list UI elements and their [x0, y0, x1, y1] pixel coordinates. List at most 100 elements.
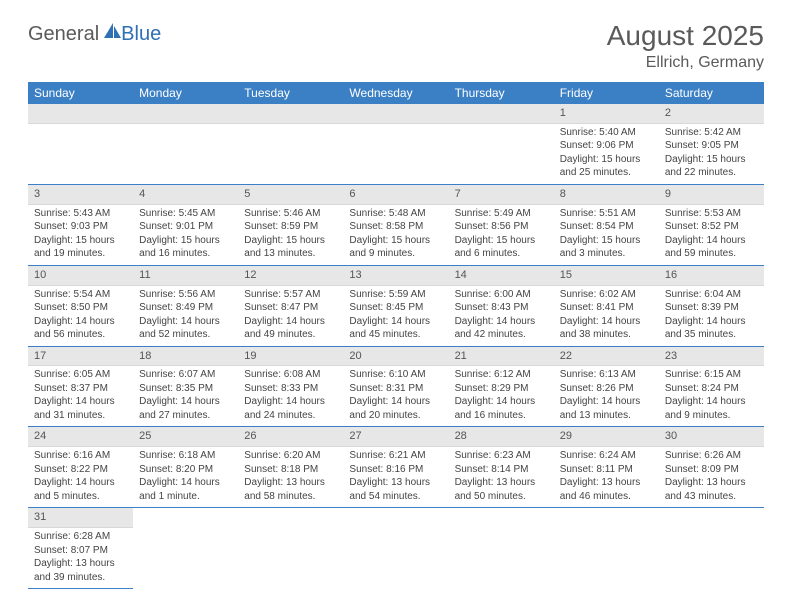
sunset-text: Sunset: 8:20 PM	[139, 463, 232, 477]
daylight-text: Daylight: 14 hours and 16 minutes.	[455, 395, 548, 422]
day-number: 5	[238, 185, 343, 205]
sunset-text: Sunset: 8:59 PM	[244, 220, 337, 234]
sunset-text: Sunset: 9:06 PM	[560, 139, 653, 153]
sunrise-text: Sunrise: 5:42 AM	[665, 126, 758, 140]
sunrise-text: Sunrise: 6:02 AM	[560, 288, 653, 302]
sunset-text: Sunset: 8:18 PM	[244, 463, 337, 477]
day-number: 29	[554, 427, 659, 447]
day-number: 18	[133, 347, 238, 367]
calendar-cell: 27Sunrise: 6:21 AMSunset: 8:16 PMDayligh…	[343, 427, 448, 508]
calendar-cell	[28, 104, 133, 184]
day-content: Sunrise: 5:45 AMSunset: 9:01 PMDaylight:…	[133, 205, 238, 265]
day-content: Sunrise: 6:23 AMSunset: 8:14 PMDaylight:…	[449, 447, 554, 507]
header: General Blue August 2025 Ellrich, German…	[28, 20, 764, 72]
sunset-text: Sunset: 8:45 PM	[349, 301, 442, 315]
day-number: 7	[449, 185, 554, 205]
day-number: 17	[28, 347, 133, 367]
calendar-cell: 9Sunrise: 5:53 AMSunset: 8:52 PMDaylight…	[659, 184, 764, 265]
day-number: 31	[28, 508, 133, 528]
daylight-text: Daylight: 15 hours and 3 minutes.	[560, 234, 653, 261]
sunset-text: Sunset: 8:33 PM	[244, 382, 337, 396]
weekday-header: Saturday	[659, 82, 764, 104]
sunrise-text: Sunrise: 5:46 AM	[244, 207, 337, 221]
daylight-text: Daylight: 15 hours and 25 minutes.	[560, 153, 653, 180]
calendar-cell: 12 Sunrise: 5:57 AMSunset: 8:47 PMDayligh…	[238, 265, 343, 346]
sunset-text: Sunset: 8:58 PM	[349, 220, 442, 234]
day-number: 8	[554, 185, 659, 205]
sunset-text: Sunset: 8:35 PM	[139, 382, 232, 396]
daylight-text: Daylight: 13 hours and 58 minutes.	[244, 476, 337, 503]
calendar-cell	[238, 104, 343, 184]
sunset-text: Sunset: 9:03 PM	[34, 220, 127, 234]
daylight-text: Daylight: 14 hours and 27 minutes.	[139, 395, 232, 422]
calendar-cell: 14Sunrise: 6:00 AMSunset: 8:43 PMDayligh…	[449, 265, 554, 346]
calendar-cell: 4Sunrise: 5:45 AMSunset: 9:01 PMDaylight…	[133, 184, 238, 265]
daylight-text: Daylight: 14 hours and 1 minute.	[139, 476, 232, 503]
day-content: Sunrise: 6:24 AMSunset: 8:11 PMDaylight:…	[554, 447, 659, 507]
day-number: 19	[238, 347, 343, 367]
daylight-text: Daylight: 13 hours and 54 minutes.	[349, 476, 442, 503]
sunrise-text: Sunrise: 6:10 AM	[349, 368, 442, 382]
sunrise-text: Sunrise: 6:08 AM	[244, 368, 337, 382]
sunset-text: Sunset: 8:52 PM	[665, 220, 758, 234]
daylight-text: Daylight: 14 hours and 9 minutes.	[665, 395, 758, 422]
sunset-text: Sunset: 8:24 PM	[665, 382, 758, 396]
calendar-cell: 29Sunrise: 6:24 AMSunset: 8:11 PMDayligh…	[554, 427, 659, 508]
calendar-table: SundayMondayTuesdayWednesdayThursdayFrid…	[28, 82, 764, 589]
sunrise-text: Sunrise: 5:57 AM	[244, 288, 337, 302]
day-content: Sunrise: 5:56 AMSunset: 8:49 PMDaylight:…	[133, 286, 238, 346]
sunset-text: Sunset: 8:31 PM	[349, 382, 442, 396]
calendar-cell: 19Sunrise: 6:08 AMSunset: 8:33 PMDayligh…	[238, 346, 343, 427]
daylight-text: Daylight: 14 hours and 49 minutes.	[244, 315, 337, 342]
day-content: Sunrise: 6:20 AMSunset: 8:18 PMDaylight:…	[238, 447, 343, 507]
sunrise-text: Sunrise: 5:56 AM	[139, 288, 232, 302]
sunrise-text: Sunrise: 6:12 AM	[455, 368, 548, 382]
day-number: 22	[554, 347, 659, 367]
sunset-text: Sunset: 8:54 PM	[560, 220, 653, 234]
daylight-text: Daylight: 14 hours and 56 minutes.	[34, 315, 127, 342]
day-number: 3	[28, 185, 133, 205]
day-content: Sunrise: 5:42 AMSunset: 9:05 PMDaylight:…	[659, 124, 764, 184]
sunrise-text: Sunrise: 6:23 AM	[455, 449, 548, 463]
month-title: August 2025	[607, 20, 764, 52]
weekday-header: Thursday	[449, 82, 554, 104]
daylight-text: Daylight: 14 hours and 42 minutes.	[455, 315, 548, 342]
sunset-text: Sunset: 8:37 PM	[34, 382, 127, 396]
day-content: Sunrise: 6:12 AMSunset: 8:29 PMDaylight:…	[449, 366, 554, 426]
calendar-cell: 7Sunrise: 5:49 AMSunset: 8:56 PMDaylight…	[449, 184, 554, 265]
daylight-text: Daylight: 15 hours and 22 minutes.	[665, 153, 758, 180]
calendar-cell: 26Sunrise: 6:20 AMSunset: 8:18 PMDayligh…	[238, 427, 343, 508]
day-content: Sunrise: 5:59 AMSunset: 8:45 PMDaylight:…	[343, 286, 448, 346]
calendar-body: 1Sunrise: 5:40 AMSunset: 9:06 PMDaylight…	[28, 104, 764, 589]
sunrise-text: Sunrise: 6:24 AM	[560, 449, 653, 463]
sunrise-text: Sunrise: 6:00 AM	[455, 288, 548, 302]
daylight-text: Daylight: 14 hours and 13 minutes.	[560, 395, 653, 422]
day-content: Sunrise: 5:46 AMSunset: 8:59 PMDaylight:…	[238, 205, 343, 265]
day-number: 25	[133, 427, 238, 447]
day-number: 9	[659, 185, 764, 205]
calendar-cell: 2Sunrise: 5:42 AMSunset: 9:05 PMDaylight…	[659, 104, 764, 184]
day-number: 12	[238, 266, 343, 286]
sunrise-text: Sunrise: 6:18 AM	[139, 449, 232, 463]
sunset-text: Sunset: 8:56 PM	[455, 220, 548, 234]
daylight-text: Daylight: 14 hours and 52 minutes.	[139, 315, 232, 342]
daylight-text: Daylight: 14 hours and 45 minutes.	[349, 315, 442, 342]
day-content: Sunrise: 5:54 AMSunset: 8:50 PMDaylight:…	[28, 286, 133, 346]
day-content: Sunrise: 5:53 AMSunset: 8:52 PMDaylight:…	[659, 205, 764, 265]
sunrise-text: Sunrise: 5:49 AM	[455, 207, 548, 221]
calendar-cell: 6Sunrise: 5:48 AMSunset: 8:58 PMDaylight…	[343, 184, 448, 265]
sunset-text: Sunset: 8:14 PM	[455, 463, 548, 477]
calendar-cell	[449, 508, 554, 589]
calendar-cell: 25 Sunrise: 6:18 AMSunset: 8:20 PMDayligh…	[133, 427, 238, 508]
day-content: Sunrise: 5:43 AMSunset: 9:03 PMDaylight:…	[28, 205, 133, 265]
sunset-text: Sunset: 8:29 PM	[455, 382, 548, 396]
calendar-cell	[133, 508, 238, 589]
sunset-text: Sunset: 8:47 PM	[244, 301, 337, 315]
day-number: 28	[449, 427, 554, 447]
day-content: Sunrise: 6:00 AMSunset: 8:43 PMDaylight:…	[449, 286, 554, 346]
sunrise-text: Sunrise: 5:53 AM	[665, 207, 758, 221]
calendar-cell: 13Sunrise: 5:59 AMSunset: 8:45 PMDayligh…	[343, 265, 448, 346]
sunrise-text: Sunrise: 5:40 AM	[560, 126, 653, 140]
weekday-header: Friday	[554, 82, 659, 104]
day-number: 24	[28, 427, 133, 447]
